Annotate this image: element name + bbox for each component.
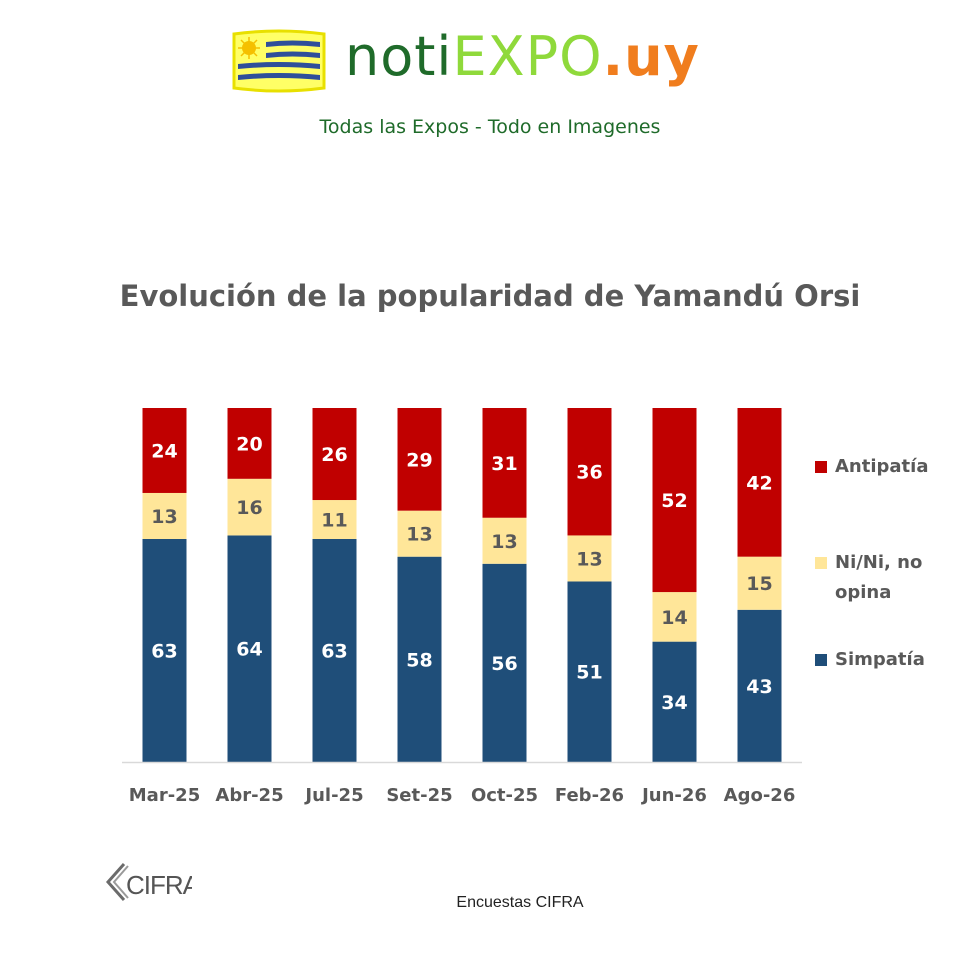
bar-antipatia-ago-26 bbox=[737, 408, 782, 557]
data-label-antipatia-feb-26: 36 bbox=[576, 462, 602, 484]
bar-simpatia-abr-25 bbox=[227, 535, 272, 762]
bar-antipatia-set-25 bbox=[397, 408, 442, 511]
site-logo: notiEXPO.uy bbox=[345, 22, 700, 92]
bar-ni-ni-no-opina-ago-26 bbox=[737, 556, 782, 610]
data-label-ni-ni-no-opina-abr-25: 16 bbox=[236, 497, 262, 519]
uruguay-flag-icon bbox=[232, 29, 326, 93]
logo-expo: EXPO bbox=[452, 25, 603, 88]
bar-antipatia-abr-25 bbox=[227, 408, 272, 479]
x-tick-label-abr-25: Abr-25 bbox=[215, 785, 283, 806]
x-tick-label-jun-26: Jun-26 bbox=[640, 785, 707, 806]
bar-ni-ni-no-opina-jul-25 bbox=[312, 500, 357, 539]
legend-item-simpatia: Simpatía bbox=[815, 645, 955, 675]
data-label-simpatia-abr-25: 64 bbox=[236, 639, 262, 661]
x-tick-label-feb-26: Feb-26 bbox=[555, 785, 624, 806]
bar-ni-ni-no-opina-feb-26 bbox=[567, 535, 612, 582]
data-label-simpatia-jun-26: 34 bbox=[661, 692, 687, 714]
data-label-ni-ni-no-opina-set-25: 13 bbox=[406, 524, 432, 546]
logo-noti: noti bbox=[345, 25, 453, 88]
data-label-ni-ni-no-opina-ago-26: 15 bbox=[746, 573, 772, 595]
bar-simpatia-oct-25 bbox=[482, 563, 527, 762]
chart-title: Evolución de la popularidad de Yamandú O… bbox=[119, 279, 861, 313]
x-tick-label-ago-26: Ago-26 bbox=[724, 785, 796, 806]
data-label-simpatia-jul-25: 63 bbox=[321, 640, 347, 662]
legend-label-ni-ni-no-opina: Ni/Ni, no opina bbox=[835, 552, 923, 603]
logo-uy: .uy bbox=[602, 25, 700, 88]
data-label-simpatia-ago-26: 43 bbox=[746, 676, 772, 698]
data-label-antipatia-ago-26: 42 bbox=[746, 472, 772, 494]
x-tick-label-set-25: Set-25 bbox=[386, 785, 452, 806]
bar-simpatia-jul-25 bbox=[312, 538, 357, 762]
bar-antipatia-feb-26 bbox=[567, 408, 612, 536]
data-label-ni-ni-no-opina-mar-25: 13 bbox=[151, 506, 177, 528]
data-label-ni-ni-no-opina-feb-26: 13 bbox=[576, 548, 602, 570]
data-label-antipatia-set-25: 29 bbox=[406, 449, 432, 471]
site-header: notiEXPO.uy Todas las Expos - Todo en Im… bbox=[0, 0, 980, 150]
bar-ni-ni-no-opina-set-25 bbox=[397, 510, 442, 557]
bar-ni-ni-no-opina-mar-25 bbox=[142, 492, 187, 539]
data-label-antipatia-jul-25: 26 bbox=[321, 444, 347, 466]
bar-ni-ni-no-opina-jun-26 bbox=[652, 592, 697, 642]
cifra-logo: CIFRA bbox=[105, 863, 192, 901]
bar-simpatia-ago-26 bbox=[737, 609, 782, 762]
legend-label-antipatia: Antipatía bbox=[835, 456, 929, 477]
site-tagline: Todas las Expos - Todo en Imagenes bbox=[319, 116, 661, 138]
bar-simpatia-set-25 bbox=[397, 556, 442, 762]
data-label-ni-ni-no-opina-oct-25: 13 bbox=[491, 531, 517, 553]
x-tick-label-jul-25: Jul-25 bbox=[303, 785, 363, 806]
data-label-simpatia-set-25: 58 bbox=[406, 649, 432, 671]
data-label-antipatia-mar-25: 24 bbox=[151, 440, 177, 462]
bar-ni-ni-no-opina-abr-25 bbox=[227, 478, 272, 536]
bar-simpatia-mar-25 bbox=[142, 538, 187, 762]
x-tick-label-oct-25: Oct-25 bbox=[471, 785, 538, 806]
legend-swatch-antipatia bbox=[815, 461, 827, 473]
legend-label-simpatia: Simpatía bbox=[835, 649, 925, 670]
legend-swatch-ni-ni-no-opina bbox=[815, 557, 827, 569]
source-note: Encuestas CIFRA bbox=[456, 894, 584, 911]
data-label-ni-ni-no-opina-jul-25: 11 bbox=[321, 510, 347, 532]
bar-ni-ni-no-opina-oct-25 bbox=[482, 517, 527, 564]
bar-antipatia-jun-26 bbox=[652, 408, 697, 593]
bar-antipatia-mar-25 bbox=[142, 408, 187, 493]
bar-antipatia-jul-25 bbox=[312, 408, 357, 501]
x-tick-label-mar-25: Mar-25 bbox=[129, 785, 200, 806]
bar-antipatia-oct-25 bbox=[482, 408, 527, 518]
bar-simpatia-jun-26 bbox=[652, 641, 697, 762]
data-label-antipatia-abr-25: 20 bbox=[236, 433, 262, 455]
cifra-logo-text: CIFRA bbox=[126, 870, 192, 900]
data-label-ni-ni-no-opina-jun-26: 14 bbox=[661, 607, 687, 629]
legend-swatch-simpatia bbox=[815, 654, 827, 666]
data-label-simpatia-oct-25: 56 bbox=[491, 653, 517, 675]
legend-item-antipatia: Antipatía bbox=[815, 452, 955, 482]
data-label-simpatia-feb-26: 51 bbox=[576, 662, 602, 684]
bar-simpatia-feb-26 bbox=[567, 581, 612, 762]
legend-item-ni-ni-no-opina: Ni/Ni, no opina bbox=[815, 548, 955, 608]
data-label-simpatia-mar-25: 63 bbox=[151, 640, 177, 662]
data-label-antipatia-jun-26: 52 bbox=[661, 490, 687, 512]
data-label-antipatia-oct-25: 31 bbox=[491, 453, 517, 475]
